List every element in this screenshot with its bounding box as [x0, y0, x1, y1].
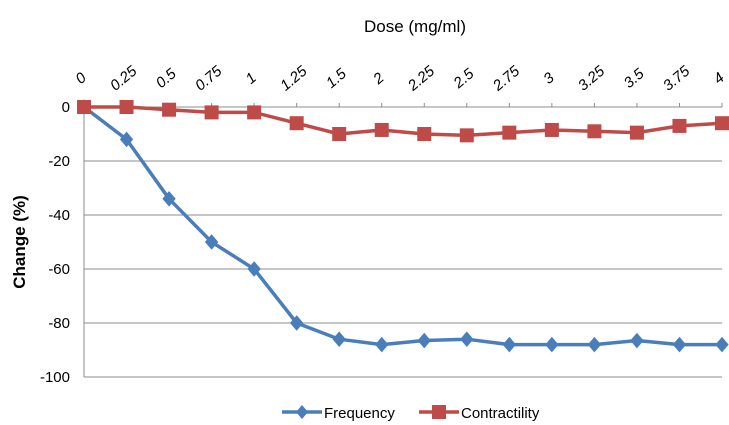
series-line	[82, 105, 722, 347]
data-point	[162, 102, 177, 117]
data-point	[417, 127, 432, 141]
x-tick-labels: 0 0.25 0.5 0.75 1 1.25 1.5 2 2.25 2.5 2.75 3 3.25 3.5…	[72, 62, 727, 95]
legend-label: Frequency	[324, 405, 395, 422]
legend: Frequency Contractility	[282, 405, 540, 422]
data-point	[204, 234, 219, 250]
data-point	[544, 122, 559, 137]
legend-marker	[296, 405, 308, 419]
y-tick-label: -60	[48, 261, 70, 278]
x-tick-label: 3.75	[660, 62, 694, 94]
data-point	[459, 128, 474, 143]
x-tick-label: 3.25	[575, 62, 609, 94]
data-point	[247, 261, 261, 277]
legend-label: Contractility	[461, 405, 540, 422]
data-point	[332, 127, 347, 141]
x-tick-label: 0.5	[153, 65, 180, 92]
y-tick-label: -40	[48, 207, 70, 224]
x-tick-label: 1.25	[277, 62, 311, 94]
axes	[83, 103, 723, 377]
y-tick-label: 0	[62, 99, 70, 116]
gridlines	[84, 160, 722, 378]
y-tick-label: -80	[48, 315, 70, 332]
x-tick-label: 2	[369, 69, 388, 88]
series-layer	[77, 99, 729, 353]
data-point	[332, 331, 346, 347]
x-tick-label: 1	[243, 69, 260, 87]
data-point	[289, 116, 304, 131]
data-point	[375, 336, 389, 353]
x-tick-label: 0.25	[107, 62, 141, 94]
data-point	[629, 125, 644, 140]
x-tick-label: 2.25	[404, 62, 439, 95]
x-tick-label: 3.5	[621, 65, 648, 92]
x-tick-label: 4	[710, 69, 727, 87]
data-point	[502, 125, 517, 140]
data-point	[715, 116, 729, 131]
data-point	[630, 332, 644, 349]
x-axis-title: Dose (mg/ml)	[364, 17, 466, 36]
data-point	[290, 315, 304, 331]
x-tick-label: 0	[72, 69, 90, 88]
data-point	[587, 336, 602, 353]
data-point	[672, 118, 687, 133]
data-point	[502, 336, 516, 353]
data-point	[460, 331, 474, 347]
data-point	[374, 122, 389, 137]
data-point	[119, 100, 134, 114]
x-tick-label: 2.5	[450, 65, 478, 92]
data-point	[715, 336, 729, 353]
series-line	[84, 105, 723, 138]
series-contractility	[77, 100, 729, 143]
x-tick-label: 2.75	[489, 62, 524, 95]
legend-item-contractility: Contractility	[419, 405, 540, 422]
data-point	[204, 105, 219, 120]
data-point	[162, 191, 176, 207]
data-point	[587, 124, 602, 139]
x-tick-label: 3	[540, 69, 558, 88]
data-point	[77, 100, 91, 114]
data-point	[247, 105, 262, 120]
data-point	[672, 336, 687, 353]
x-tick-label: 0.75	[192, 62, 226, 94]
data-point	[545, 336, 559, 353]
data-point	[119, 131, 134, 148]
y-tick-labels: 0 -20 -40 -60 -80 -100	[40, 99, 70, 386]
legend-marker	[432, 405, 446, 419]
data-point	[417, 332, 431, 349]
legend-item-frequency: Frequency	[282, 405, 395, 422]
x-tick-label: 1.5	[323, 65, 350, 92]
y-tick-label: -20	[48, 153, 70, 170]
y-axis-title: Change (%)	[10, 195, 29, 289]
y-tick-label: -100	[40, 369, 70, 386]
